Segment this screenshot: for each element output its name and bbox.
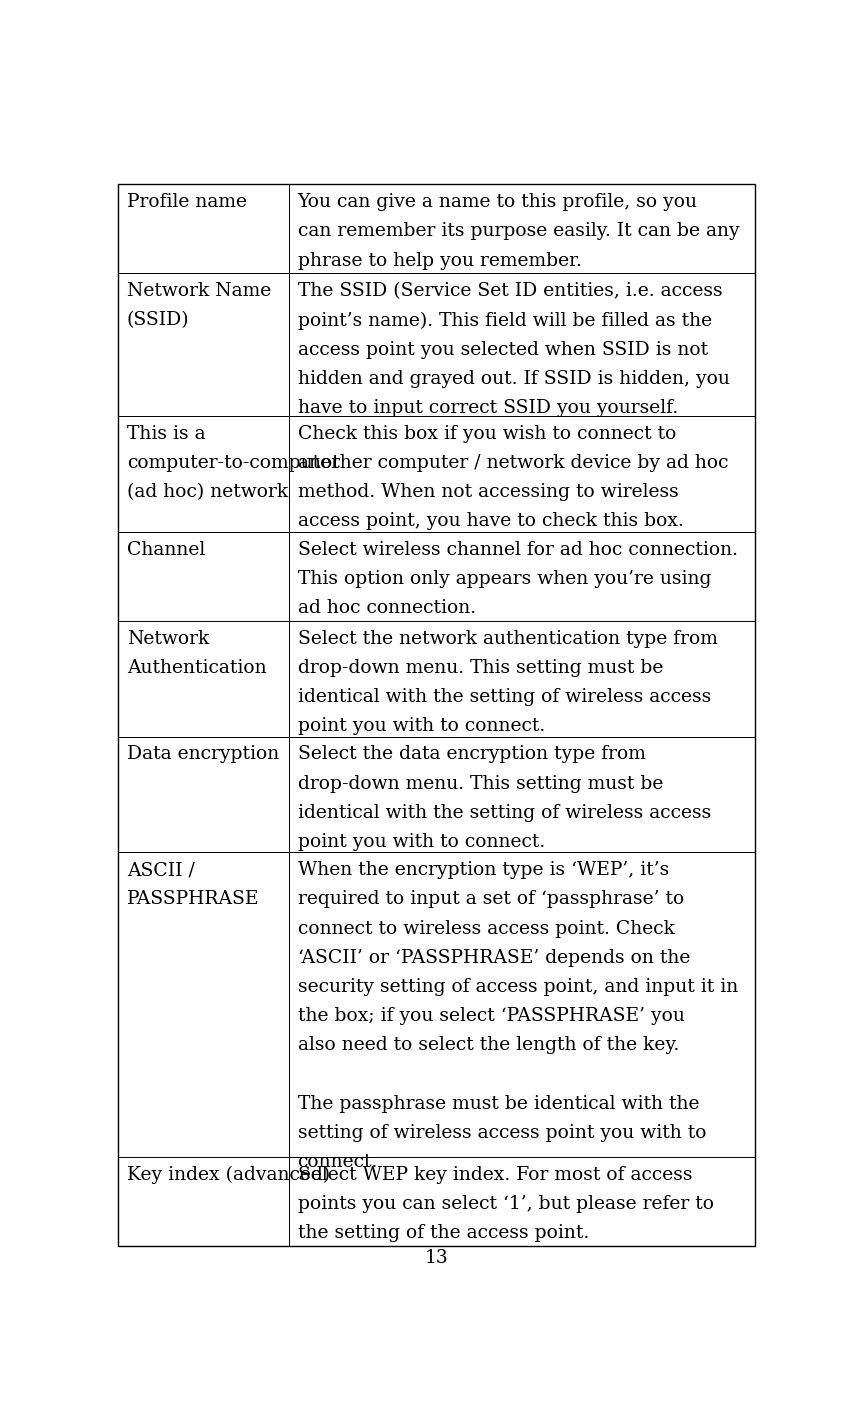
Bar xyxy=(118,1157,289,1246)
Text: The SSID (Service Set ID entities, i.e. access
point’s name). This field will be: The SSID (Service Set ID entities, i.e. … xyxy=(297,283,729,417)
Bar xyxy=(118,417,289,532)
Bar xyxy=(289,417,755,532)
Bar xyxy=(118,184,289,274)
Text: Profile name: Profile name xyxy=(127,193,247,211)
Bar xyxy=(289,852,755,1157)
Bar xyxy=(289,621,755,736)
Bar xyxy=(289,1157,755,1246)
Text: Select the network authentication type from
drop-down menu. This setting must be: Select the network authentication type f… xyxy=(297,629,717,735)
Bar xyxy=(289,532,755,621)
Text: Select the data encryption type from
drop-down menu. This setting must be
identi: Select the data encryption type from dro… xyxy=(297,745,711,850)
Text: This is a
computer-to-computer
(ad hoc) network: This is a computer-to-computer (ad hoc) … xyxy=(127,425,340,501)
Bar xyxy=(118,532,289,621)
Text: Check this box if you wish to connect to
another computer / network device by ad: Check this box if you wish to connect to… xyxy=(297,425,728,531)
Text: You can give a name to this profile, so you
can remember its purpose easily. It : You can give a name to this profile, so … xyxy=(297,193,740,270)
Text: Select wireless channel for ad hoc connection.
This option only appears when you: Select wireless channel for ad hoc conne… xyxy=(297,541,738,616)
Bar xyxy=(118,852,289,1157)
Bar xyxy=(118,621,289,736)
Bar xyxy=(289,736,755,852)
Bar xyxy=(289,274,755,417)
Text: ASCII /
PASSPHRASE: ASCII / PASSPHRASE xyxy=(127,862,260,909)
Text: Network
Authentication: Network Authentication xyxy=(127,629,267,676)
Text: Select WEP key index. For most of access
points you can select ‘1’, but please r: Select WEP key index. For most of access… xyxy=(297,1166,714,1241)
Text: Key index (advanced): Key index (advanced) xyxy=(127,1166,330,1184)
Text: Channel: Channel xyxy=(127,541,205,559)
Bar xyxy=(289,184,755,274)
Text: 13: 13 xyxy=(425,1249,448,1267)
Text: Network Name
(SSID): Network Name (SSID) xyxy=(127,283,271,330)
Text: Data encryption: Data encryption xyxy=(127,745,279,763)
Bar xyxy=(118,274,289,417)
Bar xyxy=(118,736,289,852)
Text: When the encryption type is ‘WEP’, it’s
required to input a set of ‘passphrase’ : When the encryption type is ‘WEP’, it’s … xyxy=(297,862,738,1172)
